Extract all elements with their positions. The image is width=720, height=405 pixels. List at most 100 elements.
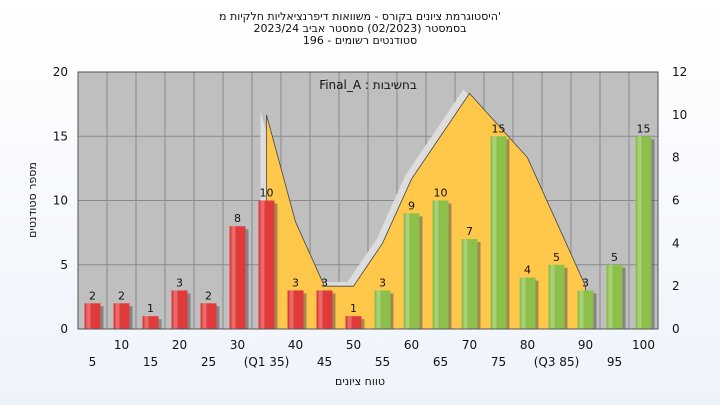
y-axis-title: מספר סטודנטים	[26, 162, 39, 238]
x-tick-label: 100	[632, 338, 655, 352]
x-tick-label: 55	[375, 355, 390, 369]
bar-highlight	[86, 303, 91, 329]
x-tick-label: 20	[172, 338, 187, 352]
x-tick-label: 15	[143, 355, 158, 369]
bar-value-label: 1	[350, 302, 357, 315]
bar-value-label: 10	[260, 187, 274, 200]
plot-border	[77, 71, 659, 330]
bar-highlight	[376, 290, 381, 329]
bar	[432, 200, 449, 329]
bar-value-label: 5	[553, 251, 560, 264]
y-tick-label: 5	[60, 258, 68, 272]
y-tick-label: 0	[60, 322, 68, 336]
bar	[345, 316, 362, 329]
bar	[229, 226, 246, 329]
x-tick-label: 45	[317, 355, 332, 369]
bar	[519, 277, 536, 329]
bar-highlight	[144, 316, 149, 329]
bar-highlight	[260, 200, 265, 329]
x-tick-label: 60	[404, 338, 419, 352]
y2-tick-label: 12	[672, 65, 687, 79]
y2-tick-label: 6	[672, 194, 680, 208]
bar-highlight	[434, 200, 439, 329]
chart-title-line: סטודנטים רשומים - 196	[303, 34, 417, 47]
y-tick-label: 15	[53, 129, 68, 143]
bar-value-label: 9	[408, 199, 415, 212]
chart-title-line: בסמסטר (02/2023) סמסטר אביב 2023/24	[253, 22, 466, 35]
bar	[84, 303, 101, 329]
bar-highlight	[202, 303, 207, 329]
legend-label: Final_A : בחשיבות	[319, 78, 417, 92]
bar	[490, 136, 507, 329]
bar-value-label: 2	[205, 289, 212, 302]
bar	[548, 264, 565, 329]
x-axis-title: טווח ציונים	[335, 375, 385, 388]
y-tick-label: 20	[53, 65, 68, 79]
x-tick-label: 30	[230, 338, 245, 352]
bar	[577, 290, 594, 329]
bar-highlight	[347, 316, 352, 329]
y2-tick-label: 10	[672, 108, 687, 122]
bar-highlight	[637, 136, 642, 329]
bar-value-label: 1	[147, 302, 154, 315]
chart-title-line: היסטוגרמת ציונים בקורס - משוואות דיפרנצי…	[219, 10, 501, 23]
bar-value-label: 8	[234, 212, 241, 225]
x-tick-label: 70	[462, 338, 477, 352]
bar-value-label: 3	[582, 276, 589, 289]
bar-highlight	[492, 136, 497, 329]
bar-highlight	[405, 213, 410, 329]
bar-value-label: 3	[379, 276, 386, 289]
bar-highlight	[550, 264, 555, 329]
bar-value-label: 4	[524, 264, 531, 277]
bar-value-label: 10	[434, 187, 448, 200]
bar	[635, 136, 652, 329]
y2-tick-label: 0	[672, 322, 680, 336]
bar-highlight	[521, 277, 526, 329]
y2-tick-label: 8	[672, 151, 680, 165]
bar	[287, 290, 304, 329]
bar-value-label: 7	[466, 225, 473, 238]
bar	[374, 290, 391, 329]
bar-value-label: 3	[176, 276, 183, 289]
y2-tick-label: 4	[672, 236, 680, 250]
bar-highlight	[289, 290, 294, 329]
bar-value-label: 5	[611, 251, 618, 264]
bar	[200, 303, 217, 329]
x-tick-label: 75	[491, 355, 506, 369]
x-tick-label: 50	[346, 338, 361, 352]
x-tick-label: 80	[520, 338, 535, 352]
x-tick-label: 95	[607, 355, 622, 369]
bar-highlight	[173, 290, 178, 329]
bar-value-label: 3	[292, 276, 299, 289]
bar	[113, 303, 130, 329]
x-tick-label: (Q3 85)	[534, 355, 580, 369]
bar	[606, 264, 623, 329]
bar	[142, 316, 159, 329]
bar-highlight	[608, 264, 613, 329]
y2-tick-label: 2	[672, 279, 680, 293]
x-tick-label: (Q1 35)	[244, 355, 290, 369]
bar-highlight	[115, 303, 120, 329]
bar	[461, 239, 478, 329]
bar-value-label: 15	[492, 122, 506, 135]
y-tick-label: 10	[53, 194, 68, 208]
bar-highlight	[579, 290, 584, 329]
bar-value-label: 2	[118, 289, 125, 302]
x-tick-label: 10	[114, 338, 129, 352]
x-tick-label: 25	[201, 355, 216, 369]
x-tick-label: 65	[433, 355, 448, 369]
bar	[403, 213, 420, 329]
bar-value-label: 2	[89, 289, 96, 302]
x-tick-label: 90	[578, 338, 593, 352]
bar	[171, 290, 188, 329]
bar-value-label: 15	[637, 122, 651, 135]
bar-highlight	[318, 290, 323, 329]
bar-highlight	[231, 226, 236, 329]
bar-highlight	[463, 239, 468, 329]
bar	[258, 200, 275, 329]
bar	[316, 290, 333, 329]
bar-value-label: 3	[321, 276, 328, 289]
x-tick-label: 40	[288, 338, 303, 352]
